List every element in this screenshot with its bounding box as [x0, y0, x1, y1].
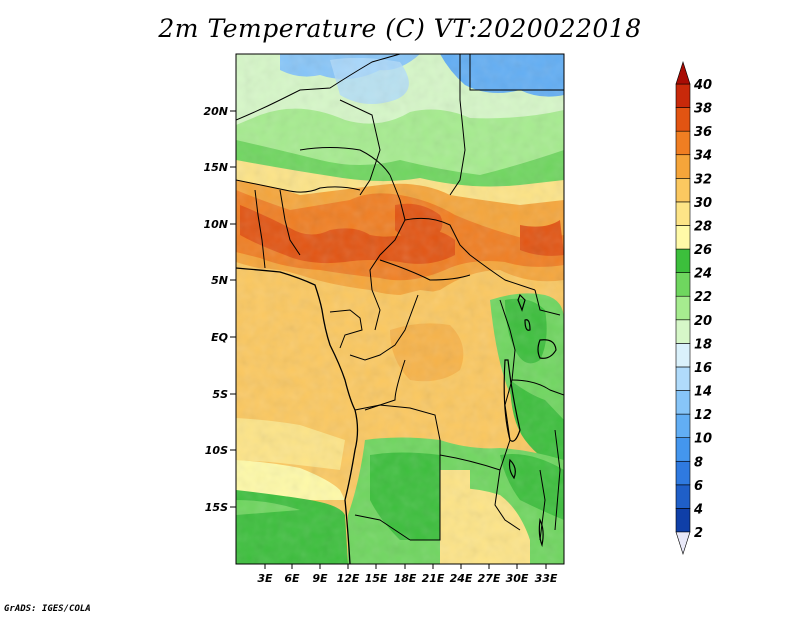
map-frame [235, 53, 565, 565]
colorbar-swatch [675, 437, 691, 462]
lon-label-18e: 18E [394, 572, 417, 585]
credit-text: GrADS: IGES/COLA [4, 604, 91, 614]
colorbar-label: 40 [693, 78, 712, 93]
lon-label-33e: 33E [535, 572, 558, 585]
colorbar-swatch [675, 484, 691, 509]
colorbar-swatch [675, 201, 691, 226]
map-title: 2m Temperature (C) VT:2020022018 [158, 14, 642, 43]
lon-label-30e: 30E [506, 572, 529, 585]
temperature-field [236, 54, 564, 564]
colorbar-label: 24 [694, 267, 712, 282]
colorbar-swatch [675, 366, 691, 391]
colorbar-label: 30 [694, 196, 712, 211]
colorbar-label: 26 [694, 243, 712, 258]
lon-label-27e: 27E [478, 572, 501, 585]
lat-label-5s: 5S [212, 388, 228, 401]
colorbar-label: 22 [694, 290, 712, 305]
lat-label-15s: 15S [205, 501, 228, 514]
colorbar-label: 12 [694, 408, 712, 423]
lakes [503, 293, 557, 548]
colorbar-label: 28 [694, 219, 712, 234]
colorbar-swatch [675, 319, 691, 344]
colorbar-label: 10 [694, 432, 712, 447]
borders [236, 54, 564, 564]
colorbar-label: 32 [694, 172, 712, 187]
lon-label-15e: 15E [365, 572, 388, 585]
lat-label-eq: EQ [211, 331, 228, 344]
colorbar-label: 34 [694, 149, 712, 164]
colorbar-swatch [675, 154, 691, 179]
lat-label-5n: 5N [211, 274, 228, 287]
lat-label-10n: 10N [203, 218, 228, 231]
colorbar-swatch [675, 130, 691, 156]
lon-label-6e: 6E [284, 572, 300, 585]
colorbar-label: 14 [694, 385, 712, 400]
colorbar-swatch [675, 225, 691, 250]
lon-label-21e: 21E [422, 572, 445, 585]
lon-label-9e: 9E [312, 572, 328, 585]
colorbar-label: 36 [694, 125, 712, 140]
colorbar-label: 16 [694, 361, 712, 376]
colorbar-label: 18 [694, 337, 712, 352]
colorbar-swatch [675, 107, 691, 132]
lat-label-20n: 20N [203, 105, 228, 118]
colorbar-swatch [675, 248, 691, 273]
field-texture [236, 54, 564, 564]
colorbar-swatch [675, 178, 691, 203]
colorbar-label: 6 [694, 479, 703, 494]
colorbar-swatch [675, 460, 691, 486]
lon-label-3e: 3E [257, 572, 273, 585]
colorbar-label: 38 [694, 102, 712, 117]
colorbar-label: 8 [694, 455, 703, 470]
colorbar-swatch [675, 83, 691, 108]
colorbar-swatch [675, 295, 691, 321]
lon-label-24e: 24E [450, 572, 473, 585]
colorbar-swatch [675, 413, 691, 438]
colorbar-label: 20 [694, 314, 712, 329]
colorbar-swatch [675, 272, 691, 297]
latitude-axis [230, 110, 236, 508]
colorbar-swatch [675, 508, 691, 533]
lat-label-10s: 10S [205, 444, 228, 457]
colorbar-bottom-triangle [675, 531, 691, 555]
lat-label-15n: 15N [203, 161, 228, 174]
colorbar-swatch [675, 390, 691, 415]
colorbar-label: 4 [693, 502, 703, 517]
colorbar-swatch [675, 343, 691, 368]
colorbar-label: 2 [694, 526, 703, 541]
lon-label-12e: 12E [337, 572, 360, 585]
colorbar-top-triangle [675, 61, 691, 85]
longitude-axis [264, 564, 547, 569]
